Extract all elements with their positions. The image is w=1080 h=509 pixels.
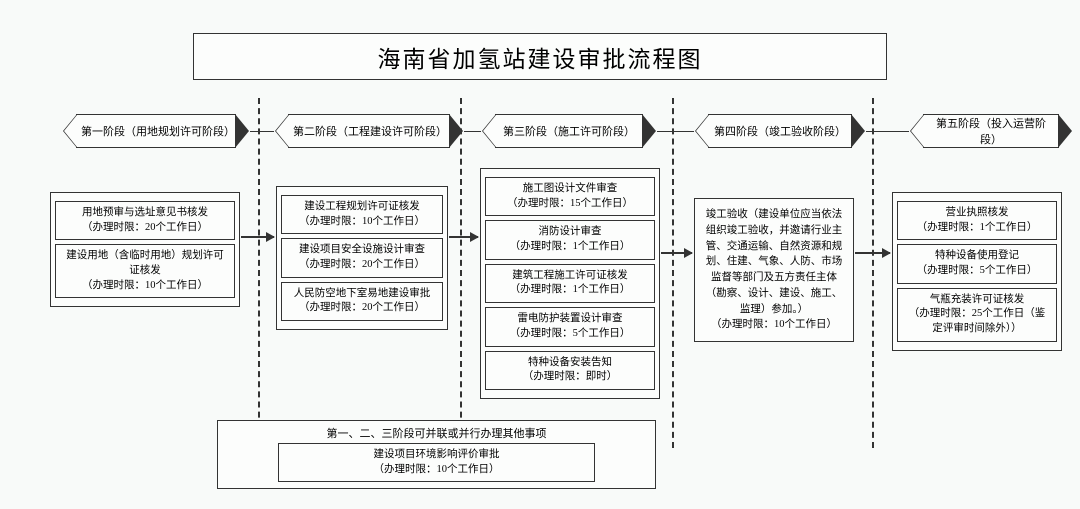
- stage5-item-title: 营业执照核发: [904, 206, 1050, 221]
- stage1-item-title: 用地预审与选址意见书核发: [62, 206, 228, 221]
- stage2-item-3: 人民防空地下室易地建设审批（办理时限：20个工作日）: [281, 282, 443, 321]
- stage-hex-label: 第一阶段（用地规划许可阶段）: [81, 123, 231, 139]
- stage4-duration: （办理时限：10个工作日）: [705, 317, 843, 333]
- flow-arrow-2: [449, 236, 478, 238]
- stage1-item-title: 建设用地（含临时用地）规划许可证核发: [62, 249, 228, 278]
- stage2-item-title: 建设项目安全设施设计审查: [288, 243, 436, 258]
- stage1-item-2: 建设用地（含临时用地）规划许可证核发（办理时限：10个工作日）: [55, 244, 235, 298]
- stage4-body: 竣工验收（建设单位应当依法组织竣工验收，并邀请行业主管、交通运输、自然资源和规划…: [705, 207, 843, 317]
- stage1-group: 用地预审与选址意见书核发（办理时限：20个工作日） 建设用地（含临时用地）规划许可…: [50, 192, 240, 307]
- stage3-group: 施工图设计文件审查（办理时限：15个工作日）消防设计审查（办理时限：1个工作日）…: [480, 168, 660, 399]
- stage5-group: 营业执照核发（办理时限：1个工作日） 特种设备使用登记（办理时限：5个工作日） 气瓶…: [892, 192, 1062, 351]
- parallel-items-box: 第一、二、三阶段可并联或并行办理其他事项 建设项目环境影响评价审批 （办理时限：…: [217, 420, 656, 489]
- stage5-item-title: 特种设备使用登记: [904, 249, 1050, 264]
- stage5-item-1: 营业执照核发（办理时限：1个工作日）: [897, 201, 1057, 240]
- stage-hex-label: 第三阶段（施工许可阶段）: [503, 123, 635, 139]
- stage-hex-4: 第四阶段（竣工验收阶段）: [708, 114, 852, 148]
- flow-arrow-1: [241, 236, 274, 238]
- stage-divider-2: [460, 98, 462, 448]
- stage2-group: 建设工程规划许可证核发（办理时限：10个工作日）建设项目安全设施设计审查（办理时…: [276, 186, 448, 330]
- stage3-item-duration: （办理时限：1个工作日）: [492, 240, 648, 255]
- stage5-item-2: 特种设备使用登记（办理时限：5个工作日）: [897, 244, 1057, 283]
- stage3-item-duration: （办理时限：1个工作日）: [492, 283, 648, 298]
- stage5-item-duration: （办理时限：5个工作日）: [904, 264, 1050, 279]
- stage3-item-title: 消防设计审查: [492, 225, 648, 240]
- stage-hex-label: 第四阶段（竣工验收阶段）: [714, 123, 846, 139]
- hex-connector-1: [250, 131, 274, 132]
- parallel-item-duration: （办理时限：10个工作日）: [279, 463, 594, 478]
- stage2-item-duration: （办理时限：20个工作日）: [288, 301, 436, 316]
- stage3-item-title: 雷电防护装置设计审查: [492, 312, 648, 327]
- parallel-item-title: 建设项目环境影响评价审批: [279, 448, 594, 463]
- flow-arrow-4: [855, 252, 890, 254]
- parallel-items-label: 第一、二、三阶段可并联或并行办理其他事项: [218, 421, 655, 443]
- stage-hex-label: 第二阶段（工程建设许可阶段）: [293, 123, 445, 139]
- stage-divider-3: [672, 98, 674, 448]
- stage-hex-3: 第三阶段（施工许可阶段）: [495, 114, 643, 148]
- stage3-item-title: 施工图设计文件审查: [492, 182, 648, 197]
- stage3-item-title: 特种设备安装告知: [492, 356, 648, 371]
- title-text: 海南省加氢站建设审批流程图: [378, 40, 703, 74]
- stage1-item-duration: （办理时限：20个工作日）: [62, 221, 228, 236]
- stage3-item-5: 特种设备安装告知（办理时限：即时）: [485, 351, 655, 390]
- stage-hex-label: 第五阶段（投入运营阶段）: [928, 115, 1054, 147]
- stage-hex-5: 第五阶段（投入运营阶段）: [923, 114, 1059, 148]
- stage2-item-title: 人民防空地下室易地建设审批: [288, 287, 436, 302]
- stage5-item-duration: （办理时限：1个工作日）: [904, 221, 1050, 236]
- hex-connector-3: [657, 131, 694, 132]
- stage3-item-2: 消防设计审查（办理时限：1个工作日）: [485, 220, 655, 259]
- stage5-item-3: 气瓶充装许可证核发（办理时限：25个工作日（鉴定评审时间除外））: [897, 288, 1057, 342]
- stage3-item-title: 建筑工程施工许可证核发: [492, 269, 648, 284]
- stage-divider-1: [258, 98, 260, 448]
- hex-connector-4: [866, 131, 909, 132]
- stage1-item-duration: （办理时限：10个工作日）: [62, 279, 228, 294]
- stage2-item-title: 建设工程规划许可证核发: [288, 200, 436, 215]
- stage2-item-2: 建设项目安全设施设计审查（办理时限：20个工作日）: [281, 238, 443, 277]
- stage3-item-4: 雷电防护装置设计审查（办理时限：5个工作日）: [485, 307, 655, 346]
- parallel-item: 建设项目环境影响评价审批 （办理时限：10个工作日）: [278, 443, 595, 482]
- stage4-box: 竣工验收（建设单位应当依法组织竣工验收，并邀请行业主管、交通运输、自然资源和规划…: [694, 198, 854, 342]
- hex-connector-2: [464, 131, 481, 132]
- stage-hex-1: 第一阶段（用地规划许可阶段）: [76, 114, 236, 148]
- stage5-item-duration: （办理时限：25个工作日（鉴定评审时间除外））: [904, 307, 1050, 336]
- stage5-item-title: 气瓶充装许可证核发: [904, 293, 1050, 308]
- stage-divider-4: [872, 98, 874, 448]
- flow-arrow-3: [661, 252, 692, 254]
- stage3-item-3: 建筑工程施工许可证核发（办理时限：1个工作日）: [485, 264, 655, 303]
- stage3-item-duration: （办理时限：即时）: [492, 370, 648, 385]
- stage3-item-duration: （办理时限：15个工作日）: [492, 197, 648, 212]
- stage-hex-2: 第二阶段（工程建设许可阶段）: [288, 114, 450, 148]
- stage2-item-duration: （办理时限：20个工作日）: [288, 258, 436, 273]
- stage2-item-duration: （办理时限：10个工作日）: [288, 215, 436, 230]
- flowchart-title: 海南省加氢站建设审批流程图: [193, 33, 887, 80]
- stage1-item-1: 用地预审与选址意见书核发（办理时限：20个工作日）: [55, 201, 235, 240]
- stage2-item-1: 建设工程规划许可证核发（办理时限：10个工作日）: [281, 195, 443, 234]
- stage3-item-1: 施工图设计文件审查（办理时限：15个工作日）: [485, 177, 655, 216]
- stage3-item-duration: （办理时限：5个工作日）: [492, 327, 648, 342]
